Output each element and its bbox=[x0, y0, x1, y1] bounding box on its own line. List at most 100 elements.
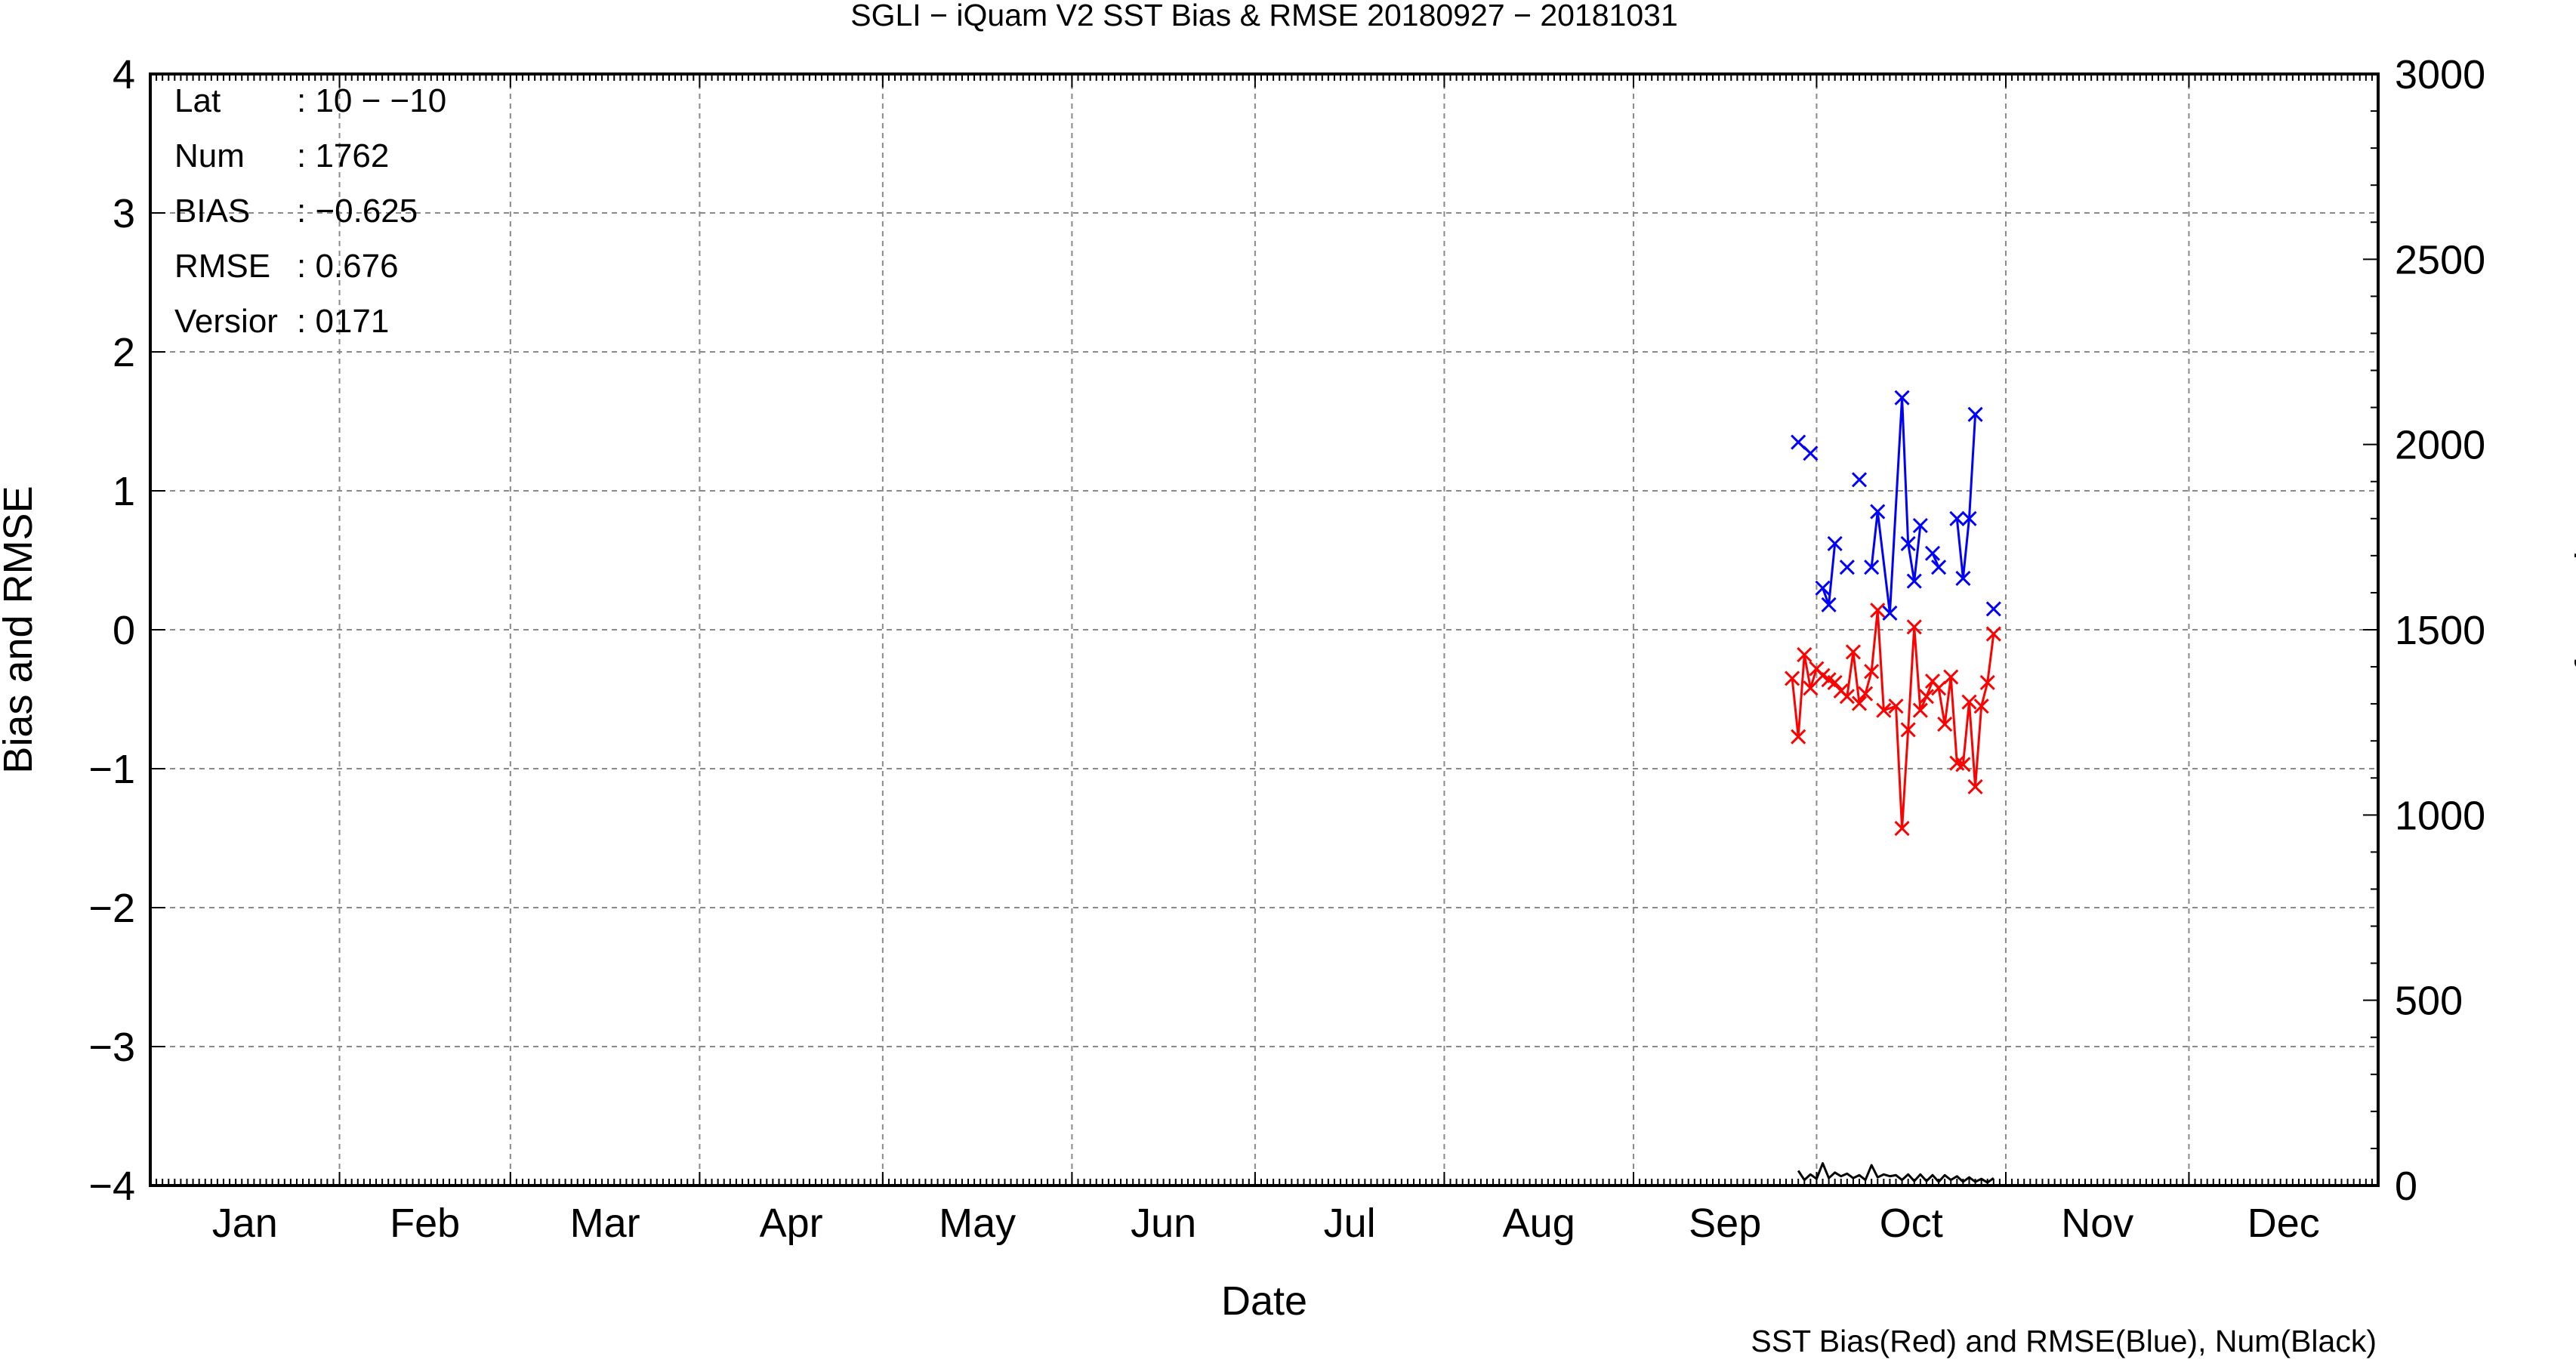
data-point bbox=[1839, 689, 1855, 705]
data-point bbox=[1924, 545, 1941, 561]
data-point bbox=[1973, 698, 1989, 714]
data-point bbox=[1906, 619, 1922, 635]
series-num bbox=[1797, 1162, 1994, 1184]
data-point bbox=[1912, 702, 1928, 718]
data-point bbox=[1839, 560, 1855, 575]
data-point bbox=[1851, 472, 1868, 488]
data-point bbox=[1791, 729, 1806, 745]
x-tick-label: Oct bbox=[1880, 1201, 1943, 1246]
y2-tick-label: 500 bbox=[2395, 979, 2463, 1024]
data-point bbox=[1858, 686, 1874, 701]
series-line bbox=[1797, 1162, 1994, 1184]
x-tick-label: Jul bbox=[1324, 1201, 1376, 1246]
data-point bbox=[1882, 605, 1898, 621]
x-tick-label: Aug bbox=[1503, 1201, 1575, 1246]
data-point bbox=[1979, 674, 1995, 690]
stats-value: : 10 − −10 bbox=[297, 82, 446, 119]
stats-value: : 1762 bbox=[297, 137, 389, 174]
data-point bbox=[1943, 669, 1959, 685]
data-point bbox=[1985, 601, 2001, 617]
x-tick-labels: Jan Feb Mar Apr May Jun Jul Aug Sep Oct Nov Dec bbox=[212, 1201, 2320, 1246]
data-point bbox=[1845, 644, 1861, 660]
y2-tick-label: 1000 bbox=[2395, 793, 2485, 838]
stats-label: BIAS bbox=[174, 193, 250, 230]
x-tick-label: Sep bbox=[1689, 1201, 1761, 1246]
x-tick-label: Nov bbox=[2061, 1201, 2133, 1246]
y2-tick-label: 1500 bbox=[2395, 608, 2485, 653]
data-point bbox=[1876, 702, 1892, 718]
y-tick-label: 2 bbox=[113, 330, 135, 375]
data-point bbox=[1961, 694, 1977, 710]
y2-tick-label: 2500 bbox=[2395, 237, 2485, 282]
y2-tick-label: 2000 bbox=[2395, 423, 2485, 468]
data-point bbox=[1827, 535, 1843, 551]
x-tick-label: Mar bbox=[570, 1201, 640, 1246]
y-tick-label: 1 bbox=[113, 469, 135, 514]
x-tick-label: May bbox=[939, 1201, 1016, 1246]
plot-frame bbox=[149, 72, 2380, 1187]
data-point bbox=[1803, 680, 1819, 696]
data-point bbox=[1821, 597, 1837, 612]
y-tick-label: 4 bbox=[113, 52, 135, 97]
data-point bbox=[1931, 680, 1947, 696]
data-point bbox=[1797, 647, 1812, 663]
data-point bbox=[1955, 570, 1971, 586]
data-point bbox=[1955, 757, 1971, 772]
chart-title: SGLI − iQuam V2 SST Bias & RMSE 20180927… bbox=[850, 0, 1678, 32]
gridlines bbox=[150, 74, 2378, 1186]
data-point bbox=[1803, 446, 1819, 461]
y-tick-labels: −4 −3 −2 −1 0 1 2 3 4 bbox=[88, 52, 135, 1209]
stats-box: Lat: 10 − −10 Num: 1762 BIAS: −0.625 RMSE: … bbox=[174, 82, 446, 340]
data-point bbox=[1888, 698, 1904, 714]
data-point bbox=[1967, 779, 1983, 794]
data-point bbox=[1961, 510, 1977, 526]
data-point bbox=[1791, 434, 1806, 450]
x-axis-label: Date bbox=[1221, 1278, 1307, 1324]
x-tick-label: Jan bbox=[212, 1201, 278, 1246]
y-tick-label: 3 bbox=[113, 191, 135, 236]
data-point bbox=[1985, 626, 2001, 642]
data-point bbox=[1906, 573, 1922, 589]
data-point bbox=[1815, 580, 1831, 596]
data-series bbox=[1785, 390, 2001, 1184]
data-point bbox=[1827, 674, 1843, 690]
data-point bbox=[1864, 664, 1880, 680]
stats-value: : 0171 bbox=[297, 303, 389, 340]
data-point bbox=[1870, 504, 1886, 520]
x-tick-label: Apr bbox=[760, 1201, 823, 1246]
data-point bbox=[1931, 560, 1947, 575]
data-point bbox=[1918, 689, 1934, 705]
stats-value: : 0.676 bbox=[297, 248, 399, 285]
series-sst-bias bbox=[1785, 603, 2001, 837]
data-point bbox=[1967, 406, 1983, 422]
data-point bbox=[1785, 671, 1800, 686]
data-point bbox=[1894, 821, 1910, 837]
data-point bbox=[1937, 717, 1953, 732]
y2-axis-label: Num of Match−up bbox=[2568, 468, 2576, 791]
stats-label: Num bbox=[174, 137, 245, 174]
axis-ticks bbox=[150, 73, 2378, 1186]
data-point bbox=[1851, 695, 1868, 711]
data-point bbox=[1900, 722, 1916, 738]
data-point bbox=[1870, 603, 1886, 618]
x-tick-label: Feb bbox=[390, 1201, 460, 1246]
stats-value: : −0.625 bbox=[297, 193, 418, 230]
y2-tick-label: 0 bbox=[2395, 1164, 2417, 1209]
x-tick-label: Dec bbox=[2247, 1201, 2320, 1246]
data-point bbox=[1912, 517, 1928, 534]
data-point bbox=[1894, 390, 1910, 405]
series-line bbox=[1955, 414, 1977, 580]
y-tick-label: −3 bbox=[88, 1025, 135, 1070]
data-point bbox=[1900, 535, 1916, 551]
y-tick-label: −2 bbox=[88, 886, 135, 931]
y2-tick-label: 3000 bbox=[2395, 52, 2485, 97]
stats-label: Versior bbox=[174, 303, 278, 340]
y2-tick-labels: 0 500 1000 1500 2000 2500 3000 bbox=[2395, 52, 2485, 1209]
x-tick-label: Jun bbox=[1131, 1201, 1196, 1246]
footnote: SST Bias(Red) and RMSE(Blue), Num(Black) bbox=[1751, 1324, 2377, 1358]
data-point bbox=[1949, 510, 1965, 526]
stats-label: RMSE bbox=[174, 248, 270, 285]
y-tick-label: −4 bbox=[88, 1164, 135, 1209]
